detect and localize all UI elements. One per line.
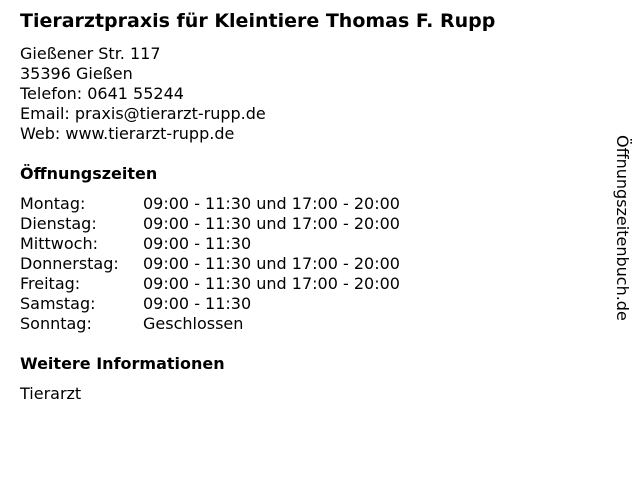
phone: Telefon: 0641 55244	[20, 84, 184, 103]
day: Mittwoch:	[20, 234, 98, 253]
time: 09:00 - 11:30	[143, 294, 252, 313]
city: 35396 Gießen	[20, 64, 133, 83]
hours-heading: Öffnungszeiten	[20, 164, 158, 183]
hours-row: Montag: 09:00 - 11:30 und 17:00 - 20:00	[20, 194, 400, 214]
hours-table: Montag: 09:00 - 11:30 und 17:00 - 20:00 D…	[20, 194, 400, 334]
time: Geschlossen	[143, 314, 244, 333]
time: 09:00 - 11:30	[143, 234, 252, 253]
day: Freitag:	[20, 274, 81, 293]
time: 09:00 - 11:30 und 17:00 - 20:00	[143, 254, 400, 273]
email: Email: praxis@tierarzt-rupp.de	[20, 104, 266, 123]
day: Donnerstag:	[20, 254, 119, 273]
hours-row: Sonntag: Geschlossen	[20, 314, 400, 334]
street: Gießener Str. 117	[20, 44, 161, 63]
day: Dienstag:	[20, 214, 97, 233]
hours-row: Donnerstag: 09:00 - 11:30 und 17:00 - 20:…	[20, 254, 400, 274]
hours-row: Mittwoch: 09:00 - 11:30	[20, 234, 400, 254]
watermark: Öffnungszeitenbuch.de	[613, 135, 632, 321]
hours-row: Samstag: 09:00 - 11:30	[20, 294, 400, 314]
info-heading: Weitere Informationen	[20, 354, 225, 373]
website: Web: www.tierarzt-rupp.de	[20, 124, 235, 143]
hours-row: Dienstag: 09:00 - 11:30 und 17:00 - 20:00	[20, 214, 400, 234]
time: 09:00 - 11:30 und 17:00 - 20:00	[143, 194, 400, 213]
time: 09:00 - 11:30 und 17:00 - 20:00	[143, 274, 400, 293]
info-text: Tierarzt	[20, 384, 82, 403]
day: Sonntag:	[20, 314, 92, 333]
page-title: Tierarztpraxis für Kleintiere Thomas F. …	[20, 10, 496, 32]
address-block: Gießener Str. 117 35396 Gießen Telefon: …	[20, 44, 266, 144]
hours-row: Freitag: 09:00 - 11:30 und 17:00 - 20:00	[20, 274, 400, 294]
time: 09:00 - 11:30 und 17:00 - 20:00	[143, 214, 400, 233]
day: Montag:	[20, 194, 86, 213]
day: Samstag:	[20, 294, 96, 313]
